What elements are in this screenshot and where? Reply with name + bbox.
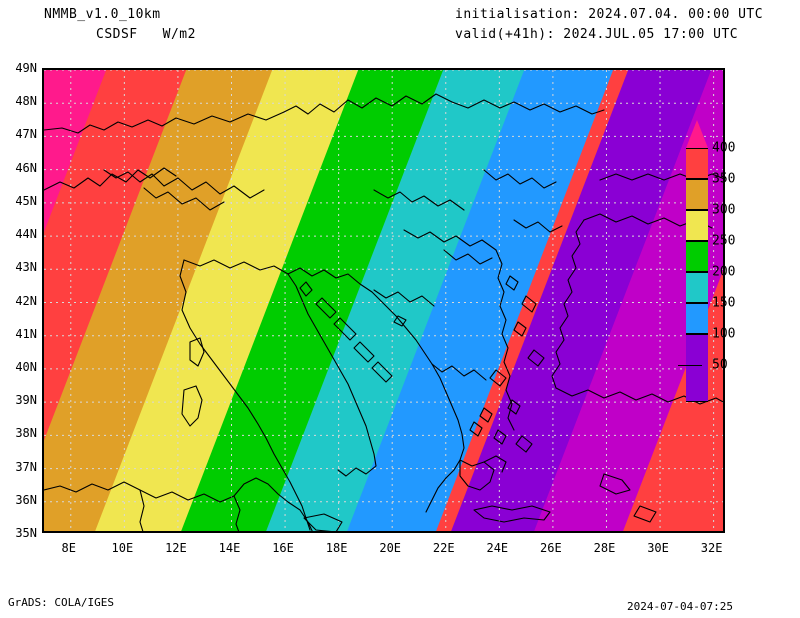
colorbar-segment-350-400 [686,148,708,179]
colorbar-label-250: 250 [712,233,736,249]
y-tick-35N: 35N [15,526,37,540]
initialisation-label: initialisation: 2024.07.04. 00:00 UTC [455,7,764,22]
colorbar-label-350: 350 [712,171,736,187]
colorbar-label-50: 50 [712,357,728,373]
colorbar-segment-250-300 [686,210,708,241]
variable-units-label: CSDSF W/m2 [96,27,196,42]
x-tick-32E: 32E [700,541,723,555]
x-tick-24E: 24E [486,541,509,555]
y-tick-41N: 41N [15,326,37,341]
y-tick-39N: 39N [15,393,37,408]
y-tick-48N: 48N [15,94,37,109]
y-tick-44N: 44N [15,227,37,242]
model-name-label: NMMB_v1.0_10km [44,7,161,22]
x-tick-16E: 16E [272,541,294,555]
x-tick-22E: 22E [432,541,455,555]
colorbar-segment-100-150 [686,303,708,334]
colorbar-label-300: 300 [712,202,736,218]
y-tick-38N: 38N [15,426,37,441]
colorbar-label-100: 100 [712,326,736,342]
map-plot-area [42,68,725,533]
y-tick-36N: 36N [15,492,37,507]
colorbar-arrow-icon [686,120,708,148]
x-tick-8E: 8E [61,541,77,555]
x-tick-18E: 18E [325,541,348,555]
colorbar-label-400: 400 [712,140,736,156]
y-tick-45N: 45N [15,193,37,208]
colorbar-tick-50 [678,365,702,366]
colorbar-label-150: 150 [712,295,736,311]
y-tick-46N: 46N [15,160,37,175]
y-tick-43N: 43N [15,260,37,275]
valid-time-label: valid(+41h): 2024.JUL.05 17:00 UTC [455,27,739,42]
colorbar-segment-150-200 [686,272,708,303]
x-tick-28E: 28E [593,541,616,555]
colorbar-segment-300-350 [686,179,708,210]
colorbar-segment-below-100 [686,334,708,403]
x-tick-26E: 26E [540,541,562,555]
colorbar-legend: 400 350 300 250 200 150 100 50 [678,120,735,419]
y-tick-49N: 49N [15,61,37,75]
y-tick-42N: 42N [15,293,37,308]
x-tick-14E: 14E [218,541,241,555]
y-tick-40N: 40N [15,359,37,374]
x-tick-10E: 10E [111,541,134,555]
colorbar-label-200: 200 [712,264,736,280]
x-tick-30E: 30E [647,541,669,555]
x-tick-20E: 20E [379,541,402,555]
x-tick-12E: 12E [165,541,187,555]
colorbar-segment-200-250 [686,241,708,272]
y-tick-47N: 47N [15,127,37,142]
coastline-overlay [44,93,723,531]
render-timestamp: 2024-07-04-07:25 [627,600,733,613]
grads-credit-label: GrADS: COLA/IGES [8,596,114,609]
y-tick-37N: 37N [15,459,37,474]
